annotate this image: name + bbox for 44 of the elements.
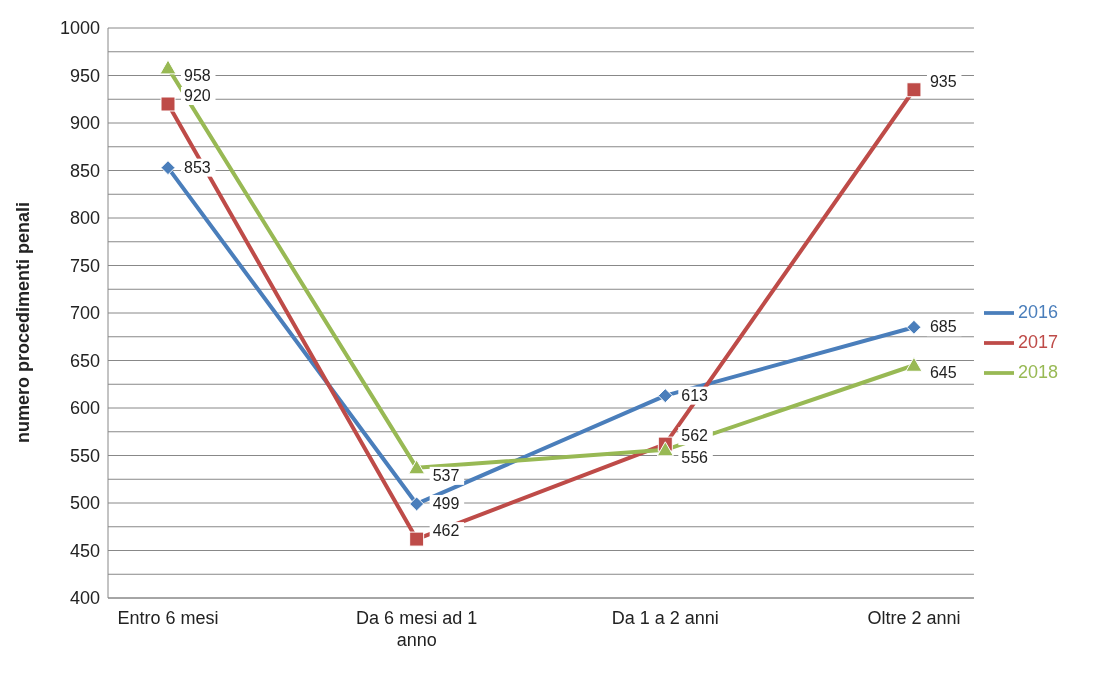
x-tick-label: Entro 6 mesi bbox=[117, 608, 219, 628]
data-label: 935 bbox=[929, 72, 957, 90]
y-tick-label: 400 bbox=[69, 588, 100, 609]
point bbox=[409, 496, 425, 512]
y-tick-label: 850 bbox=[69, 160, 100, 181]
data-label: 613 bbox=[681, 386, 709, 404]
point bbox=[159, 59, 177, 75]
x-tick-label: Oltre 2 anni bbox=[867, 608, 961, 628]
data-label: 556 bbox=[681, 448, 709, 466]
y-tick-label: 600 bbox=[69, 398, 100, 419]
x-tick-label: Da 6 mesi ad 1 anno bbox=[356, 608, 478, 650]
data-label: 645 bbox=[929, 364, 957, 382]
y-tick-label: 450 bbox=[69, 540, 100, 561]
data-label: 537 bbox=[432, 466, 460, 484]
point bbox=[656, 441, 674, 457]
point bbox=[906, 82, 922, 98]
data-label: 562 bbox=[681, 427, 709, 445]
point bbox=[160, 96, 176, 112]
data-label: 685 bbox=[929, 318, 957, 336]
data-label: 920 bbox=[184, 87, 211, 104]
y-tick-label: 800 bbox=[69, 208, 100, 229]
y-tick-label: 650 bbox=[69, 350, 100, 371]
data-label: 462 bbox=[432, 522, 460, 540]
legend-label: 2016 bbox=[1017, 301, 1058, 322]
point bbox=[408, 459, 426, 475]
point bbox=[906, 319, 922, 335]
point bbox=[657, 388, 673, 404]
data-label: 499 bbox=[432, 494, 460, 512]
y-tick-label: 700 bbox=[69, 303, 100, 324]
legend-label: 2018 bbox=[1017, 361, 1058, 382]
point bbox=[905, 356, 923, 372]
y-tick-label: 900 bbox=[69, 113, 100, 134]
y-tick-label: 550 bbox=[69, 445, 100, 466]
y-tick-label: 1000 bbox=[59, 18, 100, 39]
data-label: 853 bbox=[184, 158, 211, 176]
x-tick-label: Da 1 a 2 anni bbox=[611, 608, 719, 628]
data-label: 958 bbox=[184, 66, 211, 84]
y-axis-title: numero procedimenti penali bbox=[13, 201, 34, 443]
point bbox=[160, 160, 176, 176]
point bbox=[409, 531, 425, 547]
legend-label: 2017 bbox=[1017, 331, 1058, 352]
y-tick-label: 750 bbox=[69, 255, 100, 276]
y-tick-label: 500 bbox=[69, 493, 100, 514]
y-tick-label: 950 bbox=[69, 65, 100, 86]
